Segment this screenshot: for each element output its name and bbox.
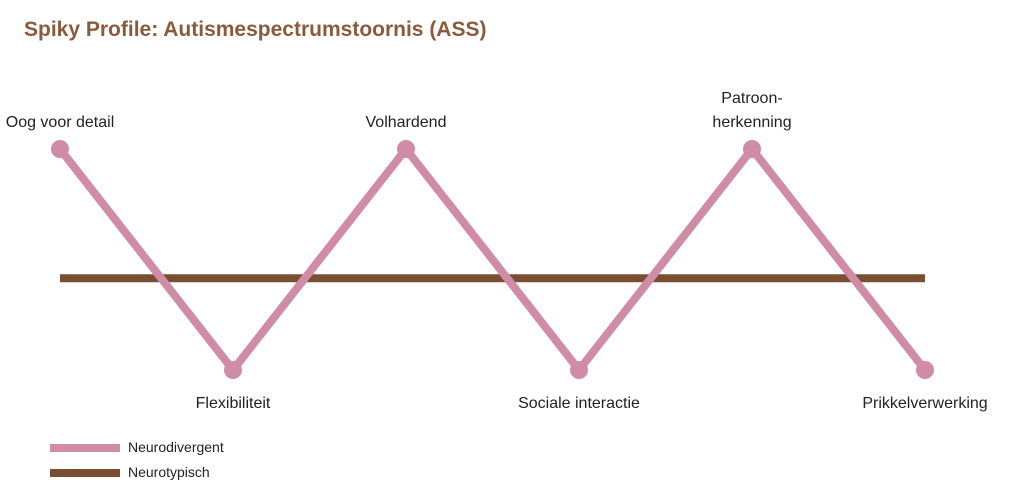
category-label: Oog voor detail [5, 114, 115, 131]
category-label: Prikkelverwerking [862, 395, 988, 412]
point [570, 361, 588, 379]
category-label: Flexibiliteit [195, 395, 271, 412]
series-line [56, 142, 929, 377]
legend-label: Neurotypisch [128, 464, 210, 480]
point [224, 361, 242, 379]
legend-label: Neurodivergent [128, 439, 224, 455]
chart-title: Spiky Profile: Autismespectrumstoornis (… [24, 18, 487, 41]
category-label: Volhardend [365, 114, 447, 131]
point [916, 361, 934, 379]
point [51, 140, 69, 158]
point [743, 140, 761, 158]
category-label: Patroon- herkenning [712, 90, 792, 131]
category-label: Sociale interactie [518, 395, 640, 412]
point [397, 140, 415, 158]
